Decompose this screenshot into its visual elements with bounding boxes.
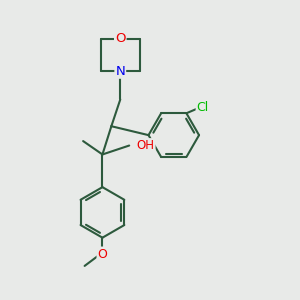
Text: O: O bbox=[115, 32, 125, 45]
Text: N: N bbox=[116, 65, 125, 78]
Text: O: O bbox=[98, 248, 107, 260]
Text: Cl: Cl bbox=[196, 101, 209, 114]
Text: OH: OH bbox=[136, 139, 154, 152]
